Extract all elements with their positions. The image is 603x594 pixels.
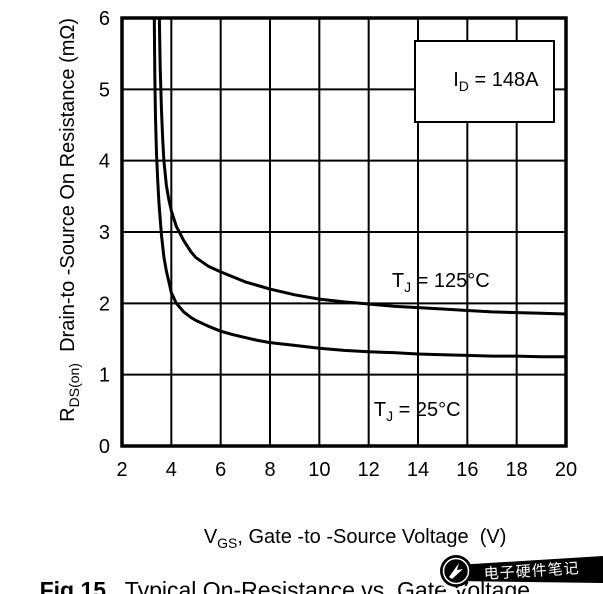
watermark: 电子硬件笔记 — [440, 555, 603, 591]
tj-hot-symbol: T — [391, 270, 405, 292]
watermark-text: 电子硬件笔记 — [483, 560, 580, 583]
drain-current-value: = 148A — [468, 69, 539, 91]
figure-number: Fig 15. — [39, 577, 113, 594]
x-axis-text: , Gate -to -Source Voltage (V) — [237, 526, 507, 548]
tj-cold-subscript: J — [386, 408, 394, 424]
x-tick-label: 10 — [308, 459, 330, 481]
x-axis-symbol: V — [203, 526, 218, 548]
tj-cold-symbol: T — [373, 399, 387, 421]
y-axis-title: RDS(on) Drain-to -Source On Resistance (… — [34, 0, 82, 511]
y-tick-label: 1 — [99, 365, 110, 387]
tj-cold-value: = 25°C — [393, 399, 461, 421]
drain-current-symbol: I — [453, 69, 459, 91]
y-tick-label: 6 — [99, 8, 110, 30]
watermark-logo-ring-icon — [442, 557, 470, 585]
x-tick-label: 2 — [116, 459, 127, 481]
y-tick-label: 2 — [99, 293, 110, 315]
x-tick-label: 8 — [264, 459, 275, 481]
y-axis-symbol: R — [57, 407, 79, 422]
x-tick-label: 12 — [358, 459, 380, 481]
watermark-ribbon — [452, 556, 603, 583]
tj-hot-value: = 125°C — [411, 270, 490, 292]
curve-series-1 — [152, 18, 566, 359]
watermark-swoosh-icon — [440, 583, 474, 591]
watermark-logo-glyph-icon — [449, 563, 463, 579]
drain-current-subscript: D — [458, 78, 469, 94]
x-tick-label: 20 — [555, 459, 577, 481]
plot-frame — [120, 16, 568, 448]
y-tick-label: 5 — [99, 79, 110, 101]
curve-label-tj-25: TJ = 25°C — [352, 376, 461, 447]
curve-label-tj-125: TJ = 125°C — [370, 247, 490, 318]
x-axis-subscript: GS — [217, 535, 238, 551]
drain-current-annotation-box: ID = 148A — [414, 40, 556, 123]
y-tick-label: 3 — [99, 222, 110, 244]
x-tick-label: 14 — [407, 459, 429, 481]
x-tick-label: 16 — [456, 459, 478, 481]
curve-series-0 — [157, 18, 566, 316]
y-axis-text: Drain-to -Source On Resistance (mΩ) — [57, 17, 79, 364]
y-axis-subscript: DS(on) — [66, 363, 82, 408]
y-tick-label: 0 — [99, 436, 110, 458]
y-tick-label: 4 — [99, 151, 110, 173]
tj-hot-subscript: J — [404, 279, 412, 295]
x-tick-label: 18 — [506, 459, 528, 481]
x-tick-label: 6 — [215, 459, 226, 481]
x-tick-label: 4 — [166, 459, 177, 481]
x-axis-title: VGS, Gate -to -Source Voltage (V) — [122, 503, 566, 574]
